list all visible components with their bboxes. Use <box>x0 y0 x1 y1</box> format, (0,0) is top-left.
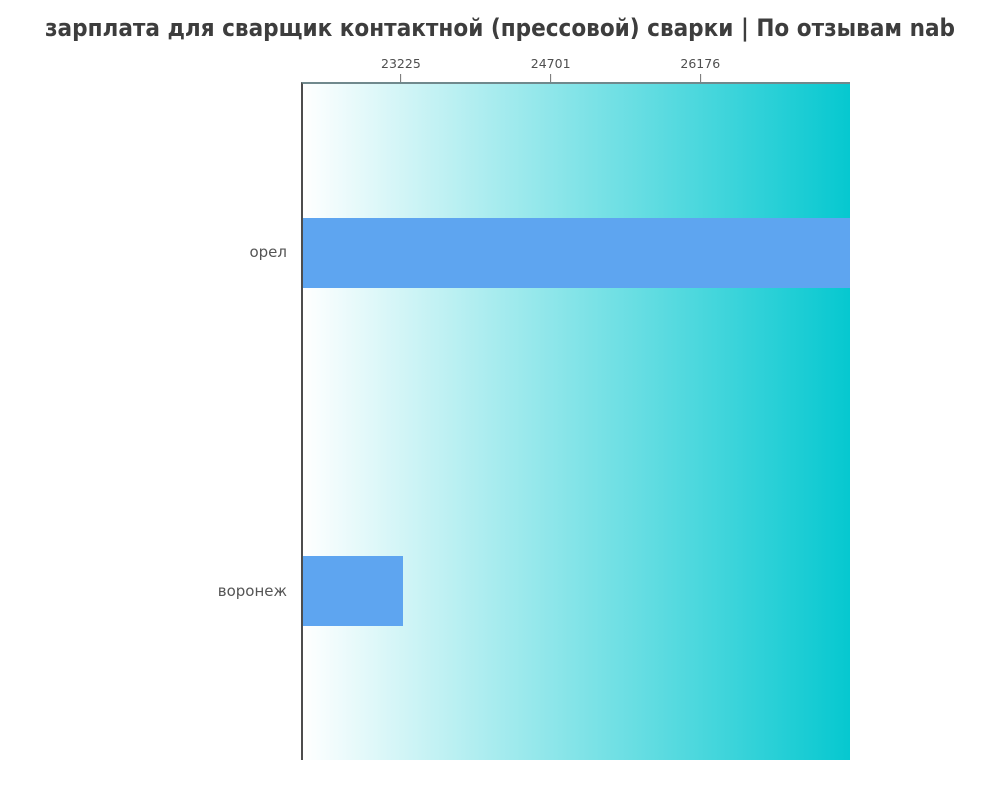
y-axis-label-orel: орел <box>249 242 287 261</box>
x-axis-tick-mark <box>400 74 402 82</box>
x-axis-tick-mark <box>550 74 552 82</box>
x-axis-tick: 26176 <box>680 56 720 82</box>
bar-voronezh <box>303 556 403 626</box>
y-axis-labels: орел воронеж <box>0 82 287 760</box>
x-axis-tick-label: 26176 <box>680 56 721 71</box>
x-axis-tick: 24701 <box>531 56 571 82</box>
chart-title: зарплата для сварщик контактной (прессов… <box>45 14 955 42</box>
x-axis: 23225 24701 26176 <box>301 0 850 82</box>
x-axis-tick-mark <box>699 74 701 82</box>
bar-orel <box>303 218 850 288</box>
x-axis-tick-label: 24701 <box>530 56 571 71</box>
plot-area <box>301 82 850 760</box>
y-axis-label-voronezh: воронеж <box>217 581 287 600</box>
x-axis-tick-label: 23225 <box>381 56 421 71</box>
x-axis-tick: 23225 <box>381 56 421 82</box>
